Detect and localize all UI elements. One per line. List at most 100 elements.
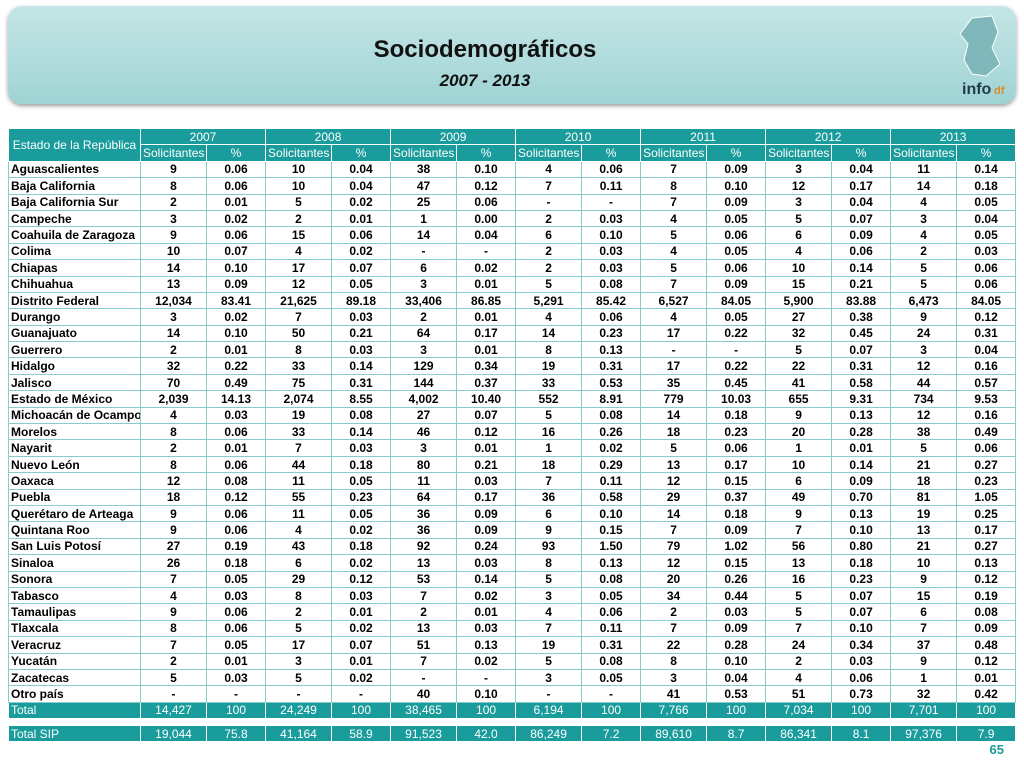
value-cell: 0.01 [456,603,517,621]
value-cell: 3 [890,341,958,359]
value-cell: 38 [390,160,458,179]
value-cell: - [706,341,767,359]
value-cell: 0.01 [456,308,517,326]
value-cell: 9 [140,504,207,523]
state-cell: Guerrero [8,341,141,359]
value-cell: 22 [765,357,833,375]
value-cell: 0.10 [706,652,767,670]
value-cell: 7 [515,619,583,638]
value-cell: 0.05 [331,472,392,490]
value-cell: 0.07 [831,209,892,228]
title: Sociodemográficos [373,36,597,63]
value-cell: 8 [140,619,207,638]
value-cell: 2,039 [140,390,207,408]
value-cell: 11 [265,504,333,523]
value-cell: 0.16 [956,357,1017,375]
value-cell: 43 [265,537,333,556]
value-cell: 0.27 [956,455,1017,474]
value-cell: 0.45 [831,324,892,343]
value-cell: 0.12 [956,570,1017,588]
table-row: Total 14,427 100 24,249 100 38,465 100 6,194 100… [8,701,1017,720]
value-cell: 7 [390,652,458,670]
value-cell: 3 [390,439,458,457]
value-cell: 655 [765,390,833,408]
value-cell: 0.03 [581,209,642,228]
value-cell: 0.03 [456,554,517,572]
state-cell: Aguascalientes [8,160,141,179]
value-cell: 5 [765,603,833,621]
banner: Sociodemográficos 2007 - 2013 info df [8,6,1016,104]
value-cell: 0.10 [205,259,267,277]
value-cell: 21,625 [265,291,333,310]
value-cell: 10 [890,554,958,572]
table-row: Hidalgo 32 0.22 33 0.14 129 0.34 19 0.31 17 0.22 22… [8,357,1017,375]
value-cell: 0.10 [581,504,642,523]
value-cell: 0.05 [205,570,267,588]
state-cell: Quintana Roo [8,521,141,539]
table-row: Sonora 7 0.05 29 0.12 53 0.14 5 0.08 20 0.26 16 0.23… [8,570,1017,588]
state-header: Estado de la República [8,128,141,162]
value-cell: 9.31 [831,390,892,408]
table-row: Chihuahua 13 0.09 12 0.05 3 0.01 5 0.08 7 0.09 15 0.… [8,275,1017,293]
table-row: Zacatecas 5 0.03 5 0.02- -3 0.05 3 0.04 4 0.06 1 0.0… [8,668,1017,687]
value-cell: 89,610 [640,725,708,743]
value-cell: 12 [640,554,708,572]
value-cell: 0.03 [331,308,392,326]
value-cell: 7 [265,308,333,326]
value-cell: 16 [765,570,833,588]
state-cell: Yucatán [8,652,141,670]
value-cell: 0.13 [581,341,642,359]
value-cell: 0.28 [831,423,892,441]
value-cell: 0.04 [706,668,767,687]
value-cell: 8 [515,341,583,359]
value-cell: 0.10 [456,685,517,703]
value-cell: 0.03 [205,668,267,687]
value-cell: 0.58 [581,488,642,506]
value-cell: 6 [515,226,583,244]
value-cell: 0.03 [205,586,267,605]
value-cell: 91,523 [390,725,458,743]
value-cell: 5 [890,439,958,457]
value-cell: 14 [140,259,207,277]
state-cell: Distrito Federal [8,291,141,310]
state-cell: Guanajuato [8,324,141,343]
value-cell: 24 [890,324,958,343]
value-cell: 58.9 [331,725,392,743]
value-cell: 100 [706,701,767,720]
value-cell: 3 [390,275,458,293]
value-cell: 4 [640,209,708,228]
value-cell: 0.49 [956,423,1017,441]
state-cell: Oaxaca [8,472,141,490]
value-cell: 2 [140,341,207,359]
value-cell: 5 [765,341,833,359]
value-cell: 0.18 [331,537,392,556]
table-row: Colima 10 0.07 4 0.02- -2 0.03 4 0.05 4 0.06 2 0.03 [8,242,1017,261]
value-cell: 9.53 [956,390,1017,408]
value-cell: 0.12 [956,308,1017,326]
value-cell: 0.01 [205,341,267,359]
value-cell: 10 [765,455,833,474]
table-row: San Luis Potosí 27 0.19 43 0.18 92 0.24 93 1.50 7… [8,537,1017,556]
value-cell: 0.09 [706,160,767,179]
value-cell: 3 [765,160,833,179]
value-cell: 17 [265,259,333,277]
value-cell: 3 [765,193,833,211]
value-cell: 0.18 [331,455,392,474]
value-cell: 14 [390,226,458,244]
value-cell: - [456,242,517,261]
value-cell: 41 [765,373,833,392]
state-cell: Chihuahua [8,275,141,293]
value-cell: 42.0 [456,725,517,743]
value-cell: 34 [640,586,708,605]
value-cell: 0.06 [831,668,892,687]
value-cell: 5 [890,275,958,293]
value-cell: 0.04 [331,160,392,179]
value-cell: 17 [265,636,333,654]
state-cell: Morelos [8,423,141,441]
value-cell: - [581,193,642,211]
value-cell: 14 [140,324,207,343]
value-cell: 9 [140,226,207,244]
value-cell: 17 [640,324,708,343]
value-cell: 0.10 [581,226,642,244]
table-row: Sinaloa 26 0.18 6 0.02 13 0.03 8 0.13 12 0.15 13 0.1… [8,554,1017,572]
